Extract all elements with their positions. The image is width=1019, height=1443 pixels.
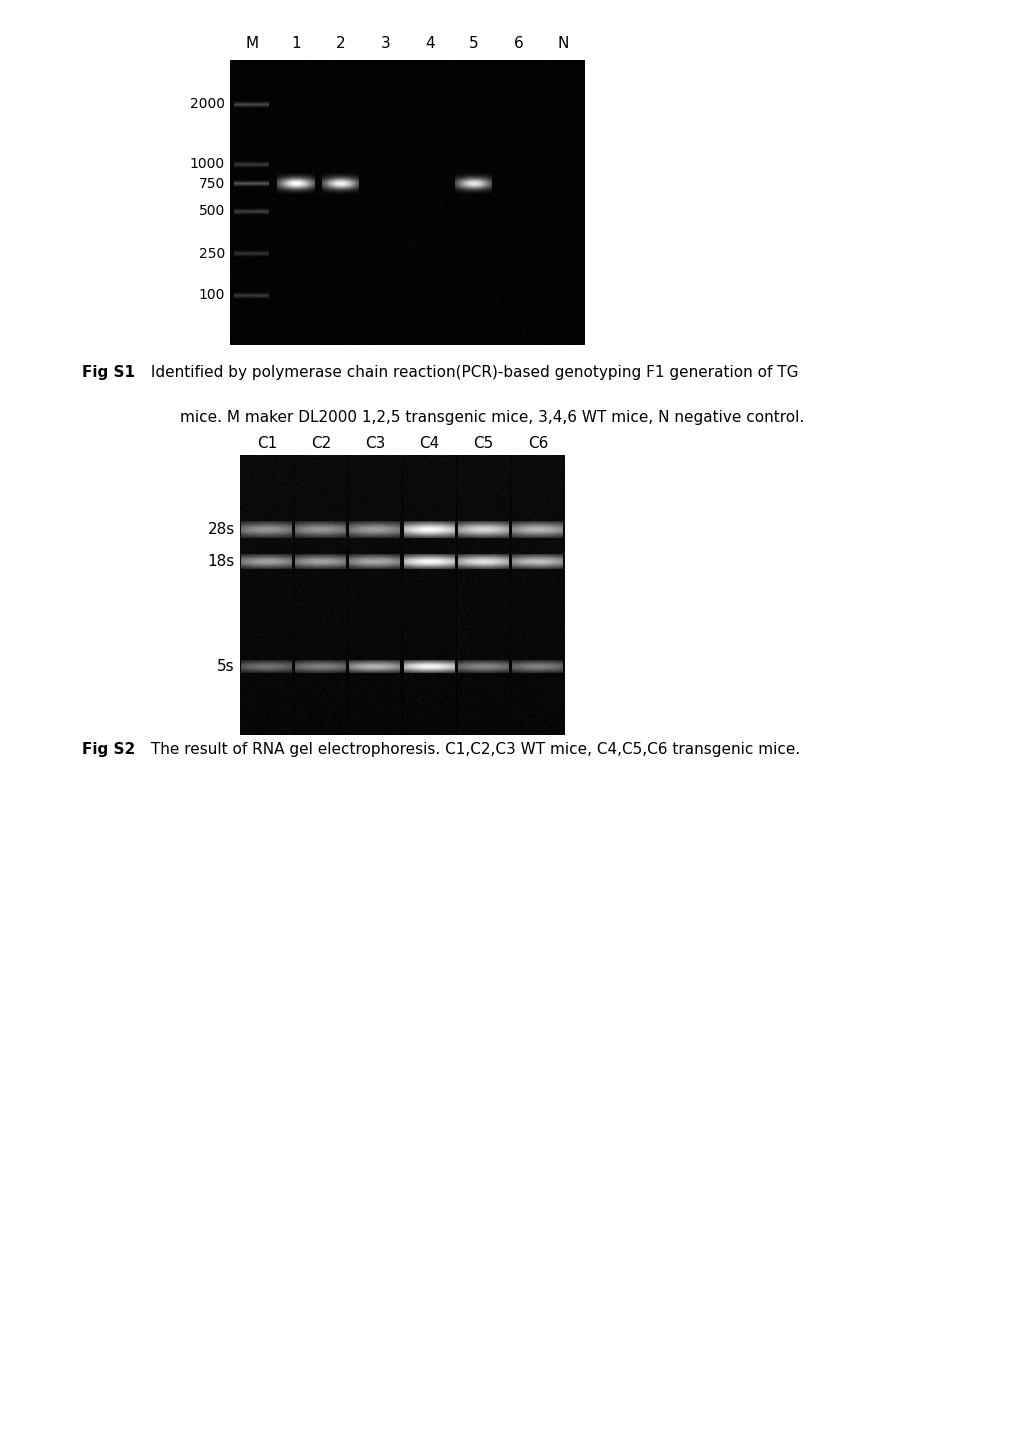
Text: 3: 3 [380,36,390,52]
Text: 500: 500 [199,203,224,218]
Text: C4: C4 [419,436,439,452]
Text: Fig S1: Fig S1 [82,365,135,380]
Text: C2: C2 [311,436,331,452]
Text: 2: 2 [336,36,345,52]
Text: 6: 6 [513,36,523,52]
Text: 1: 1 [291,36,301,52]
Text: C5: C5 [473,436,493,452]
Text: C3: C3 [365,436,385,452]
Text: mice. M maker DL2000 1,2,5 transgenic mice, 3,4,6 WT mice, N negative control.: mice. M maker DL2000 1,2,5 transgenic mi… [180,410,804,426]
Text: Fig S2: Fig S2 [82,742,135,756]
Text: Identified by polymerase chain reaction(PCR)-based genotyping F1 generation of T: Identified by polymerase chain reaction(… [146,365,798,380]
Text: 5: 5 [469,36,478,52]
Text: 100: 100 [199,289,224,302]
Text: 28s: 28s [208,522,234,537]
Text: The result of RNA gel electrophoresis. C1,C2,C3 WT mice, C4,C5,C6 transgenic mic: The result of RNA gel electrophoresis. C… [146,742,800,756]
Text: 750: 750 [199,177,224,190]
Text: N: N [556,36,568,52]
Text: C6: C6 [527,436,547,452]
Text: C1: C1 [257,436,277,452]
Text: 2000: 2000 [190,97,224,111]
Text: M: M [246,36,259,52]
Text: 4: 4 [425,36,434,52]
Text: 18s: 18s [208,554,234,569]
Text: 1000: 1000 [190,157,224,172]
Text: 5s: 5s [217,659,234,674]
Text: 250: 250 [199,247,224,261]
